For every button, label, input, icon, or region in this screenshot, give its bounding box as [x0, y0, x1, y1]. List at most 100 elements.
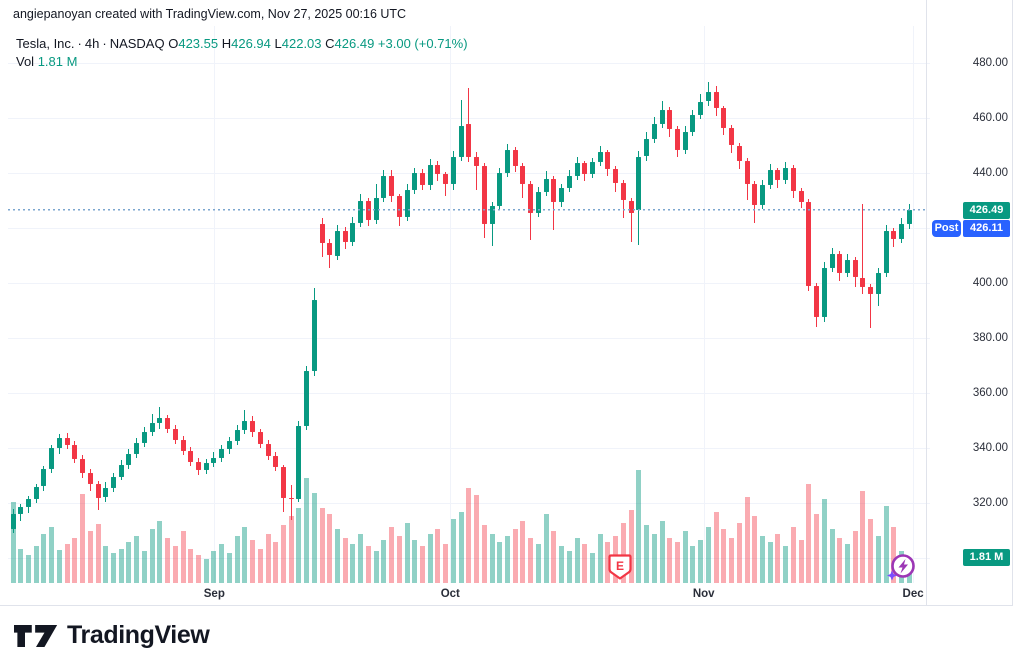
change-value: +3.00 (+0.71%) — [377, 36, 468, 51]
candle-body — [296, 426, 302, 499]
volume-bar — [335, 529, 340, 583]
volume-bar — [296, 507, 302, 583]
high-value: 426.94 — [231, 36, 271, 51]
volume-label: Vol — [16, 54, 35, 69]
candle-body — [26, 498, 31, 508]
volume-bar — [566, 550, 572, 583]
candle-body — [157, 417, 163, 424]
candle-body — [837, 254, 843, 274]
candle-body — [141, 431, 147, 443]
volume-bar — [126, 542, 132, 583]
candle-body — [698, 101, 704, 116]
candle-body — [860, 277, 866, 288]
candle-body — [806, 201, 812, 286]
candle-wick — [553, 175, 555, 231]
candle-body — [551, 178, 557, 202]
candle-body — [543, 178, 549, 193]
volume-bar — [373, 550, 379, 583]
candle-body — [814, 285, 819, 318]
candle-body — [512, 149, 518, 167]
price-gridline — [8, 228, 930, 229]
candle-wick — [290, 485, 292, 520]
candle-body — [172, 428, 178, 440]
candle-body — [690, 115, 696, 132]
volume-bar — [868, 518, 874, 583]
lightning-bolt — [898, 559, 908, 574]
volume-bar — [141, 550, 147, 583]
volume-bar — [358, 533, 364, 583]
high-label: H — [221, 36, 232, 51]
tradingview-logo[interactable]: TradingView — [14, 621, 210, 650]
price-axis-label: 360.00 — [972, 387, 1008, 399]
candle-body — [481, 166, 487, 224]
candle-body — [234, 430, 240, 442]
tradingview-wordmark: TradingView — [67, 621, 210, 649]
volume-bar — [226, 552, 232, 583]
volume-bar — [273, 542, 279, 583]
price-gridline — [8, 173, 930, 174]
volume-bar — [304, 477, 310, 583]
volume-bar — [10, 502, 16, 583]
candle-body — [342, 230, 348, 242]
legend-separator: · — [102, 36, 107, 51]
candle-body — [682, 131, 688, 150]
volume-bar — [95, 523, 101, 583]
candle-body — [110, 476, 116, 488]
interval-label[interactable]: 4h — [84, 36, 100, 51]
volume-bar — [505, 535, 510, 583]
candle-body — [56, 438, 62, 448]
candle-body — [311, 299, 317, 371]
volume-bar — [582, 544, 588, 583]
volume-bar — [435, 529, 441, 583]
symbol-name[interactable]: Tesla, Inc. — [16, 36, 75, 51]
volume-bar — [288, 516, 294, 583]
candle-body — [620, 182, 626, 201]
volume-bar — [165, 537, 170, 583]
candle-body — [582, 163, 588, 175]
candle-body — [412, 173, 418, 190]
volume-bar — [860, 490, 866, 583]
candle-body — [744, 160, 750, 184]
price-gridline — [8, 558, 930, 559]
volume-bar — [844, 544, 850, 583]
price-axis-label: 380.00 — [972, 332, 1008, 344]
volume-value: 1.81 M — [37, 54, 78, 69]
earnings-icon[interactable]: E — [608, 554, 632, 585]
candle-body — [489, 206, 495, 224]
candle-body — [335, 230, 340, 256]
volume-bar — [814, 514, 819, 583]
candle-body — [775, 170, 781, 180]
volume-bar — [721, 529, 727, 583]
candle-wick — [862, 203, 864, 294]
volume-bar — [628, 509, 634, 583]
candle-body — [396, 196, 402, 217]
chart-legend[interactable]: Tesla, Inc. · 4h · NASDAQ O423.55 H426.94 L4… — [16, 35, 468, 70]
volume-bar — [219, 544, 225, 583]
candle-body — [829, 254, 835, 268]
volume-bar — [875, 535, 881, 583]
volume-bar — [365, 546, 371, 583]
open-value: 423.55 — [178, 36, 219, 51]
candle-body — [505, 149, 510, 173]
volume-bar — [474, 494, 480, 583]
volume-bar — [497, 542, 503, 583]
candle-body — [18, 507, 24, 514]
candle-body — [242, 420, 248, 431]
volume-bar — [103, 546, 109, 583]
volume-bar — [551, 531, 557, 583]
event-lightning-icon[interactable] — [884, 551, 918, 590]
candle-body — [350, 222, 356, 242]
candle-body — [520, 166, 526, 184]
low-value: 422.03 — [281, 36, 322, 51]
legend-line-1: Tesla, Inc. · 4h · NASDAQ O423.55 H426.94 L4… — [16, 35, 468, 52]
candle-body — [899, 223, 904, 239]
candle-body — [767, 170, 773, 186]
price-axis-label: 480.00 — [972, 57, 1008, 69]
candle-body — [659, 109, 665, 124]
volume-bar — [118, 548, 124, 583]
volume-bar — [651, 533, 657, 583]
candle-body — [875, 273, 881, 294]
candle-body — [203, 463, 209, 470]
volume-bar — [87, 531, 93, 583]
